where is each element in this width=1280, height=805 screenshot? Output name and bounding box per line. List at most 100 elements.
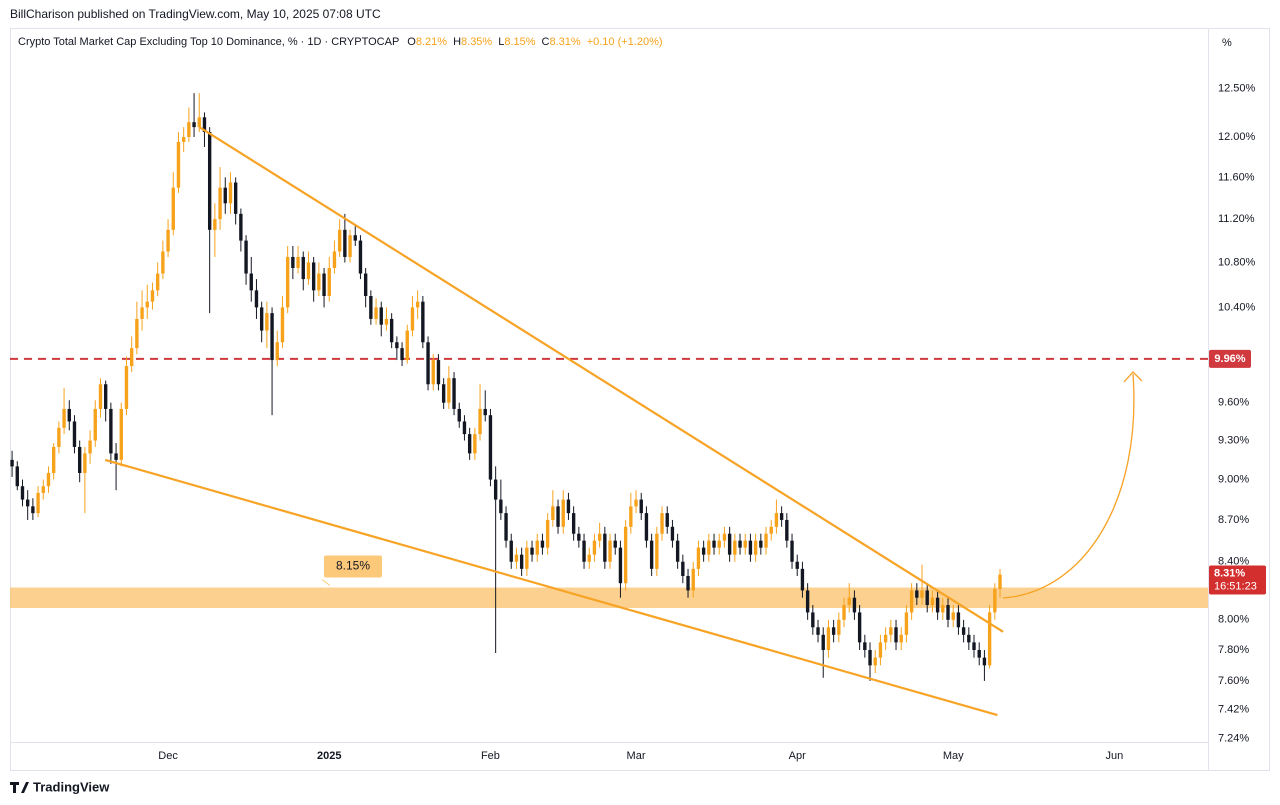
candle-body [785, 519, 789, 541]
readout-key: C [542, 36, 550, 48]
candle-body [441, 384, 446, 403]
readout-key: O [407, 36, 416, 48]
candle-body [478, 408, 482, 435]
candle-body [649, 540, 654, 569]
candle-body [577, 533, 581, 541]
candle-body [129, 348, 134, 367]
candle-body [831, 627, 836, 635]
candle-body [925, 590, 929, 606]
candle-body [623, 526, 628, 584]
candle-body [301, 256, 305, 280]
candle-body [540, 540, 545, 548]
candle-body [644, 513, 649, 541]
candle-body [561, 499, 565, 527]
candle-body [109, 408, 113, 454]
candle-body [961, 627, 966, 635]
candle-body [395, 342, 399, 349]
candle-body [759, 540, 763, 548]
candle-body [483, 408, 487, 416]
candle-body [738, 540, 742, 548]
candle-body [72, 421, 77, 447]
candle-body [951, 612, 955, 620]
y-tick-label: 10.40% [1218, 301, 1256, 313]
candle-body [488, 415, 493, 480]
candle-body [696, 547, 701, 569]
candle-body [384, 318, 389, 325]
pane-border [10, 28, 1270, 771]
candle-body [790, 540, 794, 562]
candle-body [285, 256, 290, 308]
candle-body [400, 348, 404, 361]
candle-body [993, 588, 997, 613]
candle-body [956, 612, 961, 628]
candle-body [670, 526, 675, 541]
candle-body [686, 575, 690, 591]
candle-body [103, 384, 108, 409]
candle-body [20, 486, 25, 500]
candle-body [51, 446, 56, 473]
readout-key: H [453, 36, 461, 48]
candle-body [93, 408, 97, 441]
candle-body [608, 540, 612, 562]
candle-body [311, 262, 316, 291]
candle-body [389, 318, 394, 343]
candle-body [31, 506, 35, 514]
candle-body [296, 256, 300, 268]
candle-body [717, 540, 721, 548]
candle-body [904, 612, 909, 635]
candle-body [171, 187, 175, 230]
candle-body [821, 634, 825, 650]
price-unit: % [1222, 37, 1232, 49]
trendline [198, 126, 1004, 633]
legend-title: Crypto Total Market Cap Excluding Top 10… [18, 36, 399, 48]
y-tick-label: 8.40% [1218, 556, 1249, 568]
candle-body [629, 506, 633, 527]
candle-body [727, 533, 732, 555]
readout-change: +0.10 (+1.20%) [587, 36, 663, 48]
candle-body [545, 519, 550, 548]
y-tick-label: 9.60% [1218, 397, 1249, 409]
candle-body [10, 459, 14, 467]
candle-body [915, 590, 919, 598]
readout-value: 8.15% [504, 36, 535, 48]
candle-body [291, 256, 295, 268]
candle-body [379, 307, 383, 325]
candle-body [473, 434, 477, 454]
y-tick-label: 7.42% [1218, 703, 1249, 715]
resistance-label: 9.96% [1214, 353, 1245, 365]
candle-body [223, 187, 227, 204]
candle-body [213, 219, 217, 230]
candle-body [244, 240, 248, 274]
candle-body [135, 318, 139, 349]
candle-body [337, 229, 342, 252]
candle-body [800, 568, 805, 591]
candle-body [899, 634, 903, 643]
candle-body [816, 627, 820, 635]
candle-body [374, 307, 378, 319]
candle-body [982, 657, 987, 666]
candle-body [571, 513, 576, 534]
candle-body [67, 408, 71, 422]
candle-body [249, 273, 253, 291]
x-tick-label: May [943, 750, 964, 762]
zone-label-connector [321, 579, 331, 586]
trendline [104, 458, 998, 717]
candle-body [317, 273, 321, 291]
candle-body [452, 378, 456, 409]
candle-body [769, 526, 773, 534]
candle-body [530, 547, 534, 555]
candle-body [519, 554, 524, 569]
candle-body [935, 597, 940, 613]
candle-body [878, 642, 883, 658]
candle-body [119, 408, 123, 460]
candle-body [187, 122, 191, 137]
y-tick-label: 8.00% [1218, 614, 1249, 626]
x-tick-label: 2025 [317, 750, 341, 762]
brand-logo [10, 782, 29, 793]
candle-body [514, 554, 519, 562]
candle-body [753, 540, 758, 555]
candle-body [457, 408, 461, 422]
candle-body [665, 513, 669, 527]
